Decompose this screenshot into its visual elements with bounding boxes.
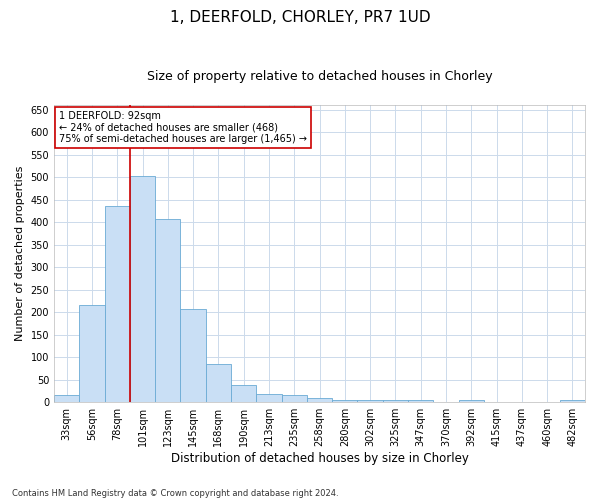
- Bar: [458, 400, 484, 402]
- Bar: [332, 400, 358, 402]
- Bar: [307, 398, 332, 402]
- Bar: [358, 400, 383, 402]
- Bar: [256, 394, 281, 402]
- Text: 1, DEERFOLD, CHORLEY, PR7 1UD: 1, DEERFOLD, CHORLEY, PR7 1UD: [170, 10, 430, 25]
- Bar: [560, 400, 585, 402]
- Bar: [383, 400, 408, 402]
- Bar: [104, 206, 130, 402]
- Bar: [181, 309, 206, 402]
- Bar: [231, 385, 256, 402]
- Y-axis label: Number of detached properties: Number of detached properties: [15, 166, 25, 342]
- Bar: [408, 400, 433, 402]
- Bar: [79, 306, 104, 402]
- Bar: [130, 176, 155, 402]
- Bar: [281, 395, 307, 402]
- Bar: [155, 219, 181, 402]
- Bar: [206, 364, 231, 402]
- Text: Contains HM Land Registry data © Crown copyright and database right 2024.: Contains HM Land Registry data © Crown c…: [12, 488, 338, 498]
- Text: 1 DEERFOLD: 92sqm
← 24% of detached houses are smaller (468)
75% of semi-detache: 1 DEERFOLD: 92sqm ← 24% of detached hous…: [59, 111, 307, 144]
- Bar: [54, 396, 79, 402]
- X-axis label: Distribution of detached houses by size in Chorley: Distribution of detached houses by size …: [170, 452, 469, 465]
- Title: Size of property relative to detached houses in Chorley: Size of property relative to detached ho…: [147, 70, 493, 83]
